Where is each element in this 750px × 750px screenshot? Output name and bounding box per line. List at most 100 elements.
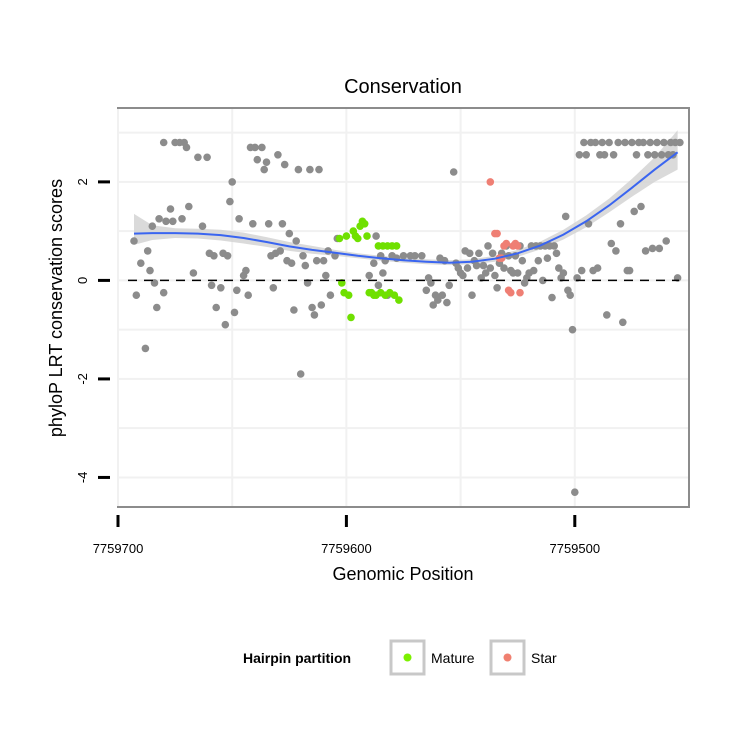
point-other	[399, 252, 408, 260]
point-other	[621, 138, 629, 147]
point-other	[249, 220, 257, 228]
y-tick-label: 0	[75, 277, 90, 284]
point-other	[518, 256, 527, 265]
point-star	[513, 242, 522, 250]
point-other	[418, 252, 426, 260]
point-other	[276, 247, 285, 255]
x-axis-label: Genomic Position	[332, 564, 473, 584]
point-other	[299, 252, 307, 260]
point-other	[591, 138, 600, 147]
point-other	[274, 151, 282, 159]
point-other	[443, 298, 451, 307]
point-other	[210, 252, 218, 260]
point-other	[319, 256, 328, 265]
point-star	[486, 178, 495, 186]
point-other	[137, 259, 145, 268]
point-other	[244, 291, 252, 300]
point-other	[169, 217, 177, 226]
point-other	[315, 165, 323, 174]
point-other	[577, 266, 586, 275]
point-other	[130, 237, 138, 245]
point-star	[516, 288, 524, 297]
point-other	[285, 229, 294, 238]
point-other	[162, 217, 170, 226]
point-other	[182, 143, 191, 152]
point-other	[438, 291, 447, 300]
point-other	[223, 252, 232, 260]
point-other	[262, 158, 271, 166]
y-axis: -4 -2 0 2	[75, 178, 110, 483]
point-other	[529, 266, 538, 275]
point-other	[235, 215, 243, 223]
point-other	[233, 286, 241, 295]
point-other	[616, 220, 625, 228]
point-other	[264, 220, 273, 228]
point-other	[429, 301, 438, 309]
point-other	[459, 271, 467, 280]
point-other	[630, 207, 638, 216]
y-axis-label: phyloP LRT conservation scores	[46, 179, 66, 437]
y-tick-label: -2	[75, 373, 90, 385]
point-other	[287, 259, 296, 268]
point-other	[486, 264, 495, 272]
point-other	[660, 138, 668, 147]
point-other	[159, 138, 168, 147]
point-other	[269, 284, 278, 292]
point-other	[372, 232, 380, 240]
point-other	[194, 153, 202, 162]
point-mature	[395, 296, 403, 304]
legend-label-mature: Mature	[431, 650, 475, 666]
point-other	[312, 256, 321, 265]
point-other	[365, 271, 374, 280]
point-other	[612, 247, 620, 255]
point-mature	[335, 234, 344, 243]
point-other	[230, 308, 239, 317]
legend: Hairpin partition Mature Star	[243, 639, 557, 676]
point-other	[143, 247, 152, 255]
point-other	[534, 256, 543, 265]
point-mature	[360, 220, 369, 228]
point-other	[253, 155, 262, 164]
point-other	[258, 143, 266, 152]
point-star	[502, 239, 511, 248]
point-other	[226, 197, 234, 206]
point-other	[539, 276, 547, 285]
point-other	[561, 212, 570, 221]
point-mature	[363, 232, 371, 240]
point-other	[637, 202, 645, 211]
point-other	[146, 266, 154, 275]
point-other	[449, 168, 458, 176]
point-other	[278, 220, 287, 228]
point-other	[434, 296, 442, 304]
point-other	[493, 284, 501, 292]
point-other	[500, 264, 508, 272]
point-other	[280, 160, 289, 169]
point-other	[155, 215, 163, 223]
point-other	[646, 138, 654, 147]
point-other	[676, 138, 684, 147]
point-other	[648, 244, 657, 253]
point-star	[493, 229, 501, 238]
point-other	[475, 249, 483, 258]
point-other	[653, 138, 661, 147]
point-other	[221, 320, 230, 329]
point-other	[571, 488, 579, 497]
point-other	[548, 293, 556, 302]
point-other	[141, 344, 150, 353]
point-other	[488, 249, 497, 258]
legend-title: Hairpin partition	[243, 650, 351, 666]
point-other	[242, 266, 250, 275]
legend-dot-mature	[403, 653, 412, 662]
point-other	[552, 249, 561, 258]
point-other	[644, 151, 652, 159]
point-other	[411, 252, 419, 260]
point-other	[463, 264, 472, 272]
point-other	[296, 370, 305, 378]
x-tick-label: 7759500	[549, 541, 600, 556]
point-other	[217, 284, 225, 292]
point-mature	[344, 291, 353, 300]
point-mature	[342, 232, 351, 240]
point-other	[301, 261, 310, 270]
chart-title: Conservation	[344, 76, 462, 98]
